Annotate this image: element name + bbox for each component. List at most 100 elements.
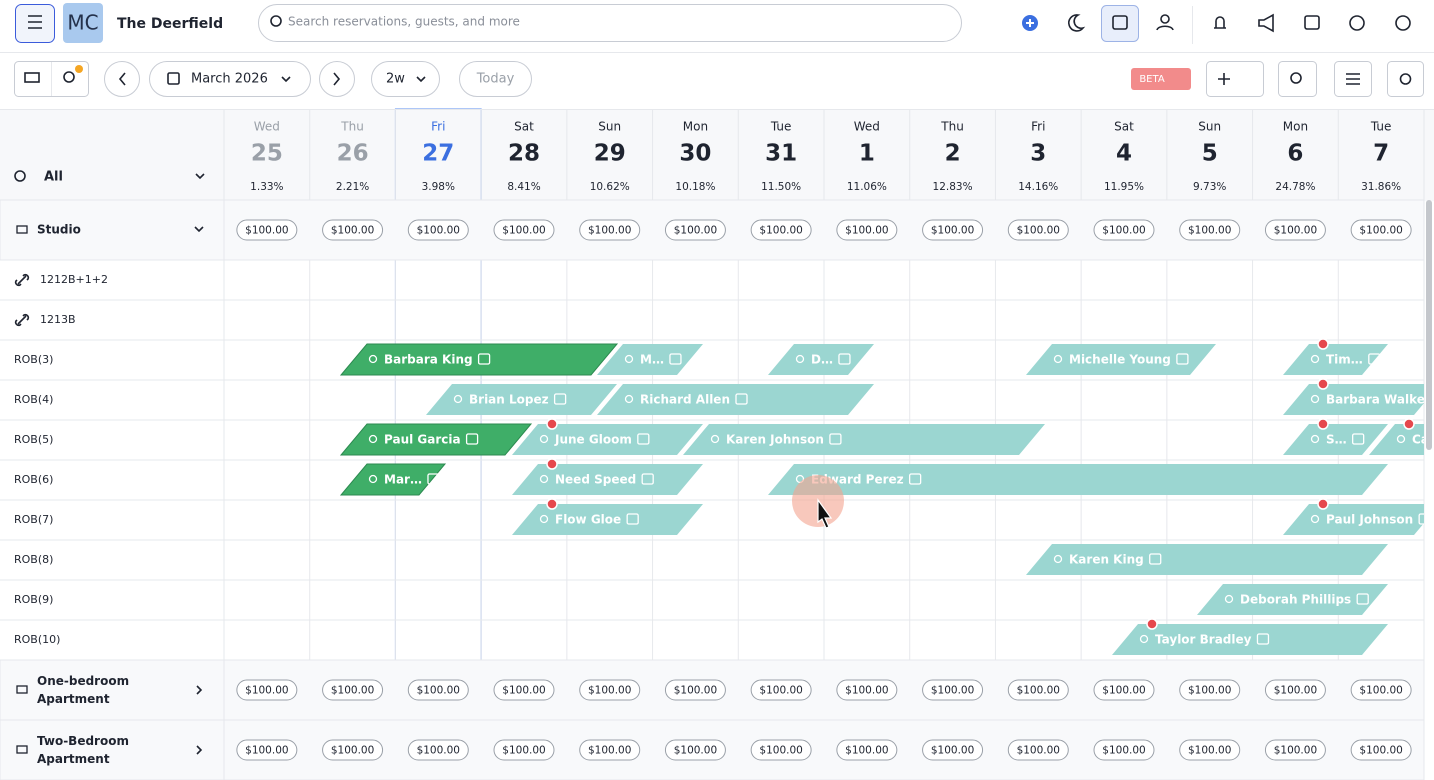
property-name[interactable]: The Deerfield <box>117 16 223 32</box>
reservation[interactable]: Brian Lopez <box>426 384 617 415</box>
search-button[interactable] <box>1278 61 1317 97</box>
room-name[interactable]: ROB(7) <box>14 513 53 526</box>
account-icon[interactable] <box>1395 15 1411 31</box>
price-pill[interactable] <box>236 219 298 241</box>
price-pill[interactable] <box>836 679 898 701</box>
beta-badge[interactable] <box>1131 68 1191 90</box>
price-pill[interactable] <box>236 679 298 701</box>
price-pill[interactable] <box>1350 219 1412 241</box>
room-name[interactable]: ROB(6) <box>14 473 53 486</box>
room-type-name[interactable]: Two-Bedroom Apartment <box>37 734 129 766</box>
price-pill[interactable] <box>322 739 384 761</box>
reservation[interactable]: Flow Gloe <box>512 504 703 535</box>
price-pill[interactable] <box>407 219 469 241</box>
today-button[interactable] <box>459 61 532 97</box>
price-pill[interactable] <box>1350 739 1412 761</box>
reservation[interactable]: June Gloom <box>512 424 703 455</box>
price-pill[interactable] <box>322 219 384 241</box>
chevron[interactable] <box>194 226 204 233</box>
reservation[interactable]: Karen Johnson <box>683 424 1045 455</box>
price-pill[interactable] <box>493 219 555 241</box>
price-pill[interactable] <box>750 219 812 241</box>
price-pill[interactable] <box>1179 679 1241 701</box>
reservation[interactable]: Michelle Young <box>1026 344 1216 375</box>
price-pill[interactable] <box>1264 739 1326 761</box>
reservation[interactable]: Paul Garcia <box>339 423 533 456</box>
price-pill[interactable] <box>1093 739 1155 761</box>
price-pill[interactable] <box>1093 679 1155 701</box>
price-pill[interactable] <box>836 219 898 241</box>
chat-icon[interactable] <box>1349 15 1365 31</box>
reservation[interactable]: Tim… <box>1283 344 1388 375</box>
room-type-name[interactable]: One-bedroom Apartment <box>37 674 130 706</box>
room-name[interactable]: ROB(10) <box>14 633 60 646</box>
room-name[interactable]: 1213B <box>40 313 76 326</box>
reservation[interactable]: Paul Johnson <box>1283 504 1434 535</box>
reservation[interactable]: Barbara Walker <box>1283 384 1434 415</box>
settings-button[interactable] <box>1387 61 1424 97</box>
add-menu[interactable] <box>1206 61 1264 97</box>
price-pill[interactable] <box>1179 219 1241 241</box>
room-name[interactable]: ROB(3) <box>14 353 53 366</box>
room-name[interactable]: ROB(8) <box>14 553 53 566</box>
price-pill[interactable] <box>493 739 555 761</box>
price-pill[interactable] <box>1179 739 1241 761</box>
room-name[interactable]: 1212B+1+2 <box>40 273 108 286</box>
reservation[interactable]: Karen King <box>1026 544 1388 575</box>
price-pill[interactable] <box>1007 679 1069 701</box>
price-pill[interactable] <box>922 219 984 241</box>
guests-icon[interactable] <box>1160 14 1170 24</box>
inbox-icon[interactable] <box>1304 15 1320 30</box>
announcements-icon[interactable] <box>1258 13 1274 33</box>
price-pill[interactable] <box>407 739 469 761</box>
price-pill[interactable] <box>579 219 641 241</box>
filter-label[interactable]: All <box>44 170 63 185</box>
price-pill[interactable] <box>1264 679 1326 701</box>
price-pill[interactable] <box>579 679 641 701</box>
menu-button[interactable] <box>15 4 55 43</box>
search-box[interactable] <box>258 4 962 42</box>
price-pill[interactable] <box>664 219 726 241</box>
price-pill[interactable] <box>664 679 726 701</box>
price-pill[interactable] <box>922 679 984 701</box>
price-pill[interactable] <box>1007 739 1069 761</box>
price-pill[interactable] <box>1264 219 1326 241</box>
room-name[interactable]: ROB(5) <box>14 433 53 446</box>
room-name[interactable]: ROB(9) <box>14 593 53 606</box>
price-pill[interactable] <box>1093 219 1155 241</box>
calendar-button[interactable] <box>1101 5 1139 42</box>
reservation[interactable]: Mar… <box>339 463 447 496</box>
price-pill[interactable] <box>1350 679 1412 701</box>
price-pill[interactable] <box>322 679 384 701</box>
reservation[interactable]: M… <box>597 344 703 375</box>
dark-mode-icon[interactable] <box>1068 14 1086 32</box>
reservation[interactable]: Taylor Bradley <box>1112 624 1388 655</box>
guest-view-icon[interactable] <box>63 71 75 83</box>
price-pill[interactable] <box>836 739 898 761</box>
price-pill[interactable] <box>579 739 641 761</box>
price-pill[interactable] <box>236 739 298 761</box>
reservation[interactable]: D… <box>768 344 874 375</box>
reservation[interactable]: Edward Perez <box>768 464 1388 495</box>
notifications-icon[interactable] <box>1214 16 1226 29</box>
range-picker[interactable] <box>371 61 440 97</box>
reservation[interactable]: S… <box>1283 424 1388 455</box>
next-button[interactable] <box>319 61 355 97</box>
reservation[interactable]: Need Speed <box>512 464 703 495</box>
price-pill[interactable] <box>750 679 812 701</box>
reservation[interactable]: Carol <box>1369 424 1434 455</box>
reservation[interactable]: Richard Allen <box>597 384 874 415</box>
chevron[interactable] <box>196 745 203 755</box>
chevron[interactable] <box>196 685 203 695</box>
price-pill[interactable] <box>1007 219 1069 241</box>
price-pill[interactable] <box>493 679 555 701</box>
room-name[interactable]: ROB(4) <box>14 393 53 406</box>
room-type-name[interactable]: Studio <box>37 223 81 237</box>
price-pill[interactable] <box>750 739 812 761</box>
price-pill[interactable] <box>407 679 469 701</box>
prev-button[interactable] <box>104 61 140 97</box>
price-pill[interactable] <box>922 739 984 761</box>
reservation[interactable]: Barbara King <box>339 343 619 376</box>
logo[interactable] <box>63 3 103 43</box>
reservation[interactable]: Deborah Phillips <box>1197 584 1388 615</box>
